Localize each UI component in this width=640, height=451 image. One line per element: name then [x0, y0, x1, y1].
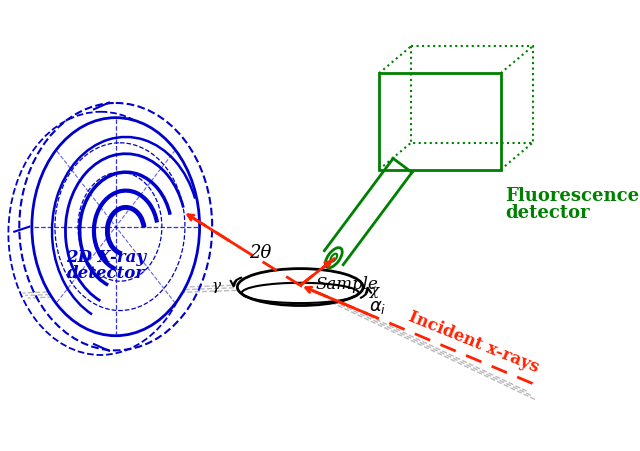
Ellipse shape [32, 119, 200, 336]
Text: Fluorescence: Fluorescence [505, 187, 639, 205]
Text: detector: detector [505, 204, 589, 222]
Text: Incident x-rays: Incident x-rays [406, 308, 541, 376]
Text: $\alpha_i$: $\alpha_i$ [369, 297, 386, 315]
Text: detector: detector [67, 265, 145, 282]
Text: γ: γ [211, 279, 221, 293]
Text: Sample: Sample [316, 276, 378, 293]
Text: 2θ: 2θ [249, 243, 271, 261]
Text: χ: χ [370, 283, 379, 297]
Ellipse shape [237, 269, 363, 306]
Text: 2D X-ray: 2D X-ray [66, 248, 146, 265]
